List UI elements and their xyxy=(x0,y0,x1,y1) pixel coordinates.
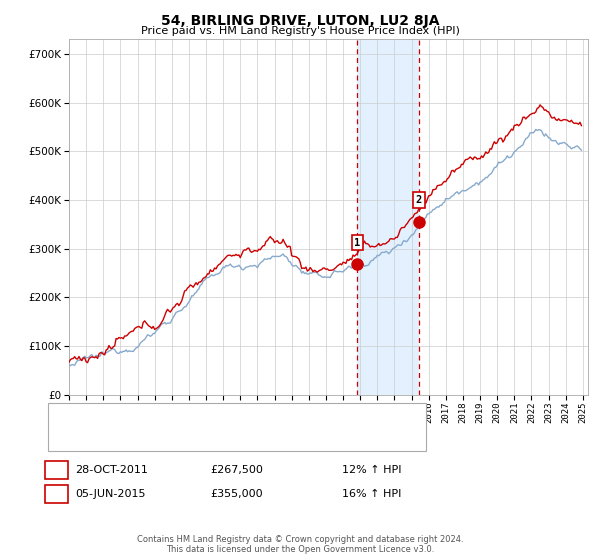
Text: 28-OCT-2011: 28-OCT-2011 xyxy=(75,465,148,475)
Text: 05-JUN-2015: 05-JUN-2015 xyxy=(75,489,146,499)
Bar xyxy=(357,39,419,395)
Text: 54, BIRLING DRIVE, LUTON, LU2 8JA: 54, BIRLING DRIVE, LUTON, LU2 8JA xyxy=(161,14,439,28)
Text: HPI: Average price, detached house, Luton: HPI: Average price, detached house, Luto… xyxy=(85,432,307,442)
Text: Contains HM Land Registry data © Crown copyright and database right 2024.
This d: Contains HM Land Registry data © Crown c… xyxy=(137,535,463,554)
Text: 54, BIRLING DRIVE, LUTON, LU2 8JA (detached house): 54, BIRLING DRIVE, LUTON, LU2 8JA (detac… xyxy=(85,412,364,422)
Text: 16% ↑ HPI: 16% ↑ HPI xyxy=(342,489,401,499)
Text: 1: 1 xyxy=(354,237,361,248)
Text: Price paid vs. HM Land Registry's House Price Index (HPI): Price paid vs. HM Land Registry's House … xyxy=(140,26,460,36)
Text: £355,000: £355,000 xyxy=(210,489,263,499)
Text: 2: 2 xyxy=(416,195,422,205)
Text: 12% ↑ HPI: 12% ↑ HPI xyxy=(342,465,401,475)
Text: 1: 1 xyxy=(53,465,60,475)
Text: 2: 2 xyxy=(53,489,60,499)
Text: £267,500: £267,500 xyxy=(210,465,263,475)
